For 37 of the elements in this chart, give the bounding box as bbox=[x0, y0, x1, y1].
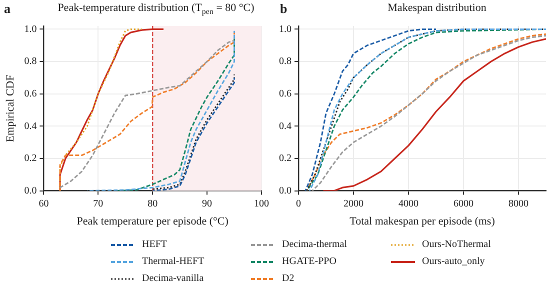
legend-label: D2 bbox=[282, 273, 294, 284]
y-tick-label: 0.6 bbox=[279, 88, 292, 100]
x-axis-title: Peak temperature per episode (°C) bbox=[76, 215, 229, 228]
x-tick-label: 80 bbox=[148, 198, 158, 210]
legend-label: HGATE-PPO bbox=[282, 256, 336, 267]
legend-label: Decima-vanilla bbox=[142, 273, 204, 284]
y-tick-label: 1.0 bbox=[279, 24, 292, 35]
y-tick-label: 0.4 bbox=[24, 120, 37, 132]
legend-label: Ours-auto_only bbox=[422, 256, 485, 267]
x-tick-label: 2000 bbox=[344, 198, 364, 210]
y-tick-label: 0.2 bbox=[279, 153, 292, 164]
x-tick-label: 4000 bbox=[398, 198, 418, 210]
legend-label: HEFT bbox=[142, 239, 167, 250]
x-tick-label: 6000 bbox=[454, 198, 474, 210]
chart-title: Peak-temperature distribution (T$_{pen}$ = 80 °C) bbox=[56, 2, 256, 16]
legend-label: Decima-thermal bbox=[282, 239, 347, 250]
y-tick-label: 0.6 bbox=[24, 88, 37, 100]
x-tick-label: 90 bbox=[202, 198, 212, 210]
legend-label: Thermal-HEFT bbox=[142, 256, 204, 267]
y-axis-title: Empirical CDF bbox=[4, 74, 16, 142]
x-tick-label: 60 bbox=[38, 198, 49, 210]
y-tick-label: 0.8 bbox=[279, 56, 292, 68]
x-tick-label: 100 bbox=[254, 198, 269, 210]
x-tick-label: 70 bbox=[93, 198, 104, 210]
x-axis-title: Total makespan per episode (ms) bbox=[350, 215, 496, 228]
y-tick-label: 0.8 bbox=[24, 56, 37, 68]
chart-title: Makespan distribution bbox=[386, 2, 488, 14]
text: b bbox=[280, 1, 288, 17]
y-tick-label: 0.2 bbox=[24, 153, 37, 164]
legend-label: Ours-NoThermal bbox=[422, 239, 491, 250]
x-tick-label: 8000 bbox=[508, 198, 528, 210]
text: a bbox=[4, 1, 10, 17]
x-tick-label: 0 bbox=[296, 198, 301, 210]
y-tick-label: 0.0 bbox=[24, 185, 37, 196]
y-tick-label: 1.0 bbox=[24, 24, 37, 35]
y-tick-label: 0.4 bbox=[279, 120, 292, 132]
y-tick-label: 0.0 bbox=[279, 185, 292, 196]
